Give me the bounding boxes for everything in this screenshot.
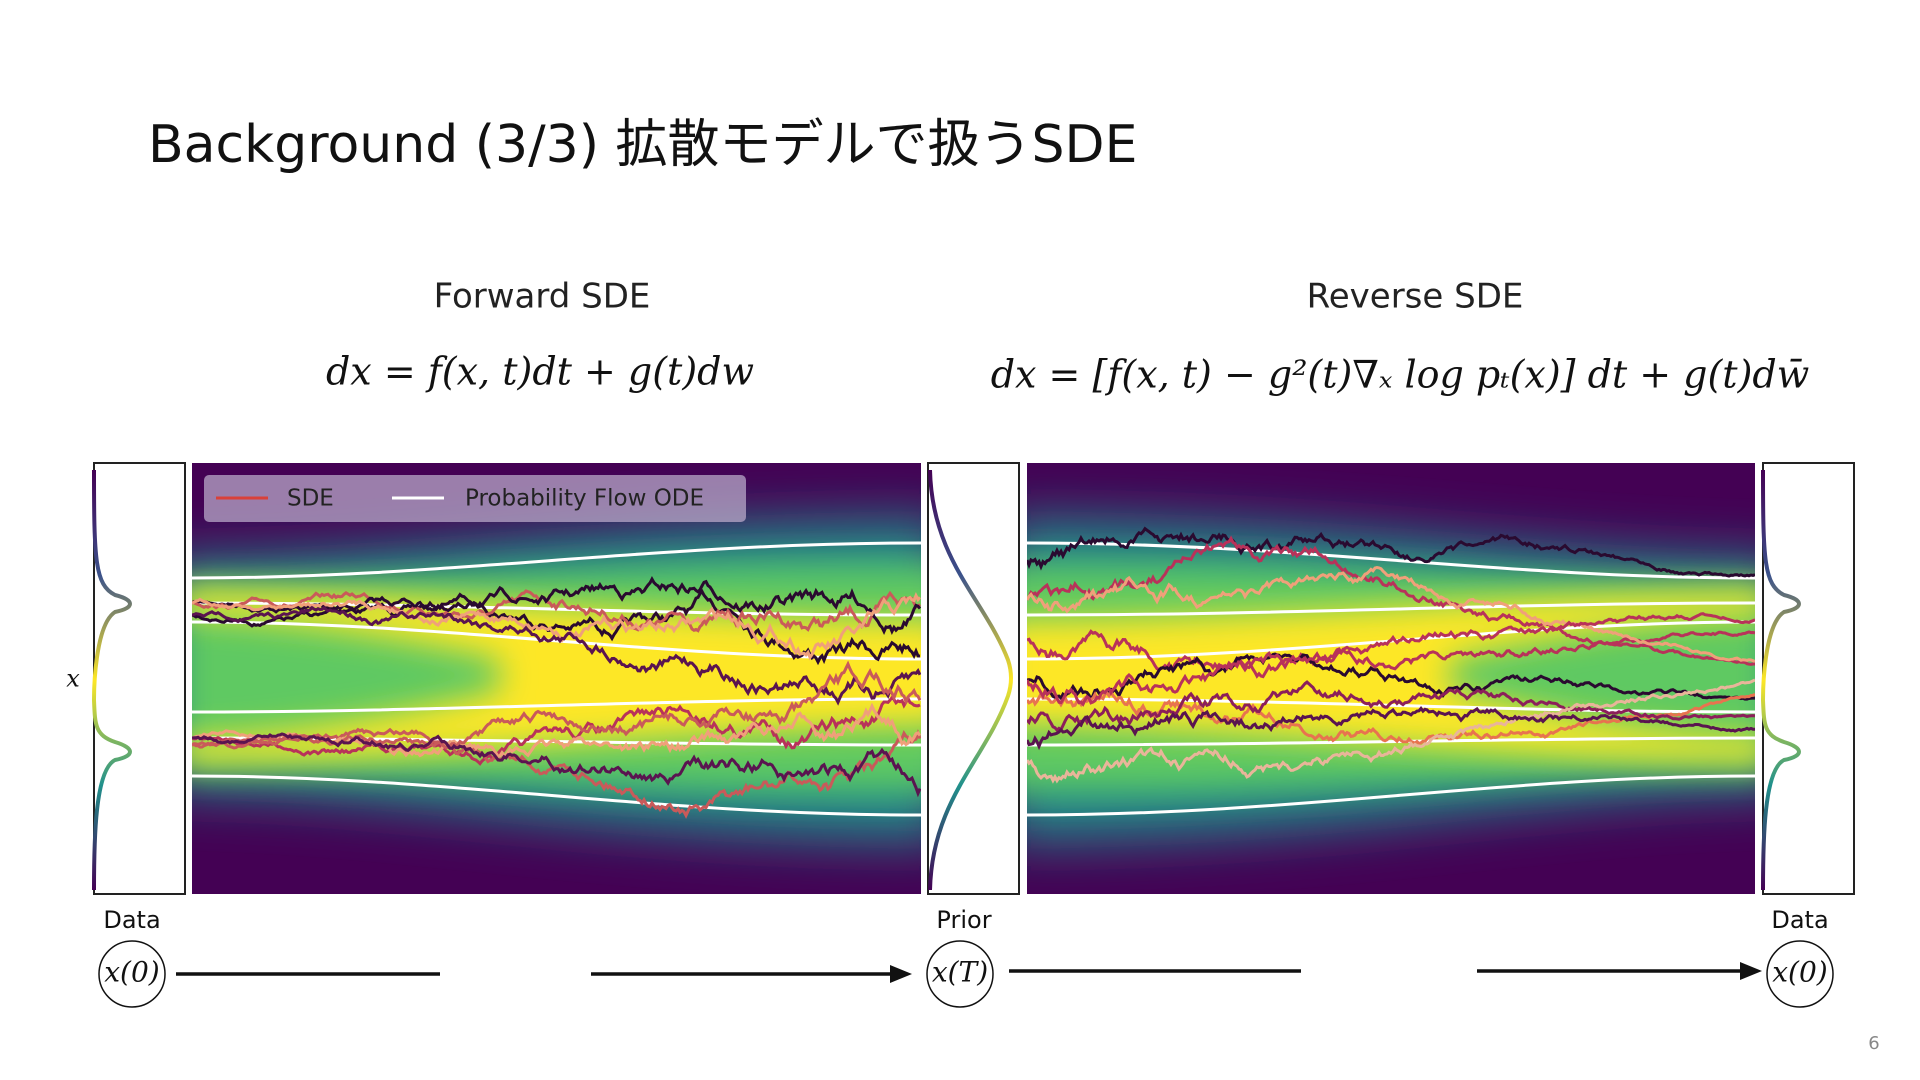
state-circle xyxy=(98,940,166,1008)
forward-title: Forward SDE xyxy=(434,277,651,317)
data-label: Data xyxy=(1771,906,1828,934)
data-density-curve xyxy=(91,469,132,891)
sde-trajectory xyxy=(192,605,921,706)
ode-curve xyxy=(1026,601,1756,617)
data-density-box xyxy=(93,462,186,895)
density-core xyxy=(192,590,921,762)
prior-label: Prior xyxy=(936,906,991,934)
sde-trajectory xyxy=(1027,526,1755,578)
sde-trajectory xyxy=(1027,535,1755,666)
reverse-equation: dx = [f(x, t) − g²(t)∇ₓ log pₜ(x)] dt + … xyxy=(991,353,1810,397)
sde-trajectory xyxy=(192,694,921,766)
sde-trajectory xyxy=(1027,629,1755,679)
sde-trajectory xyxy=(192,589,921,633)
sde-trajectory xyxy=(1027,565,1755,663)
data-label: Data xyxy=(103,906,160,934)
axis-label: x xyxy=(66,665,80,693)
sde-trajectory xyxy=(1027,680,1755,733)
sde-trajectory xyxy=(192,575,921,636)
forward-equation: dx = f(x, t)dt + g(t)dw xyxy=(326,350,754,394)
sde-trajectory xyxy=(1027,705,1755,751)
sde-trajectory xyxy=(1027,652,1755,703)
state-label: x(0) xyxy=(104,956,159,989)
sde-trajectories xyxy=(192,526,1755,819)
ode-curve xyxy=(1026,774,1756,817)
ode-curve xyxy=(191,541,922,580)
data-density-curve xyxy=(1760,469,1801,891)
ode-curve xyxy=(191,774,922,817)
sde-trajectory xyxy=(192,660,921,750)
sde-trajectory xyxy=(192,732,921,798)
sde-trajectory xyxy=(192,591,921,661)
arrow-head xyxy=(890,965,912,983)
ode-curve xyxy=(1026,541,1756,580)
legend-label: SDE xyxy=(287,486,334,512)
state-circle xyxy=(1766,940,1834,1008)
ode-curve xyxy=(1026,697,1756,714)
legend-label: Probability Flow ODE xyxy=(465,486,704,512)
sde-trajectory xyxy=(1027,612,1755,707)
legend-box xyxy=(204,475,746,522)
arrow-head xyxy=(1740,962,1762,980)
data-density-box xyxy=(1762,462,1855,895)
reverse-title: Reverse SDE xyxy=(1307,277,1524,317)
reverse-heatmap xyxy=(1027,463,1755,894)
page-number: 6 xyxy=(1868,1033,1879,1054)
slide-title: Background (3/3) 拡散モデルで扱うSDE xyxy=(148,115,1137,175)
prior-density-curve xyxy=(928,469,1013,891)
state-label: x(T) xyxy=(932,956,988,989)
state-circle xyxy=(926,940,994,1008)
sde-trajectory xyxy=(1027,678,1755,784)
state-label: x(0) xyxy=(1772,956,1827,989)
